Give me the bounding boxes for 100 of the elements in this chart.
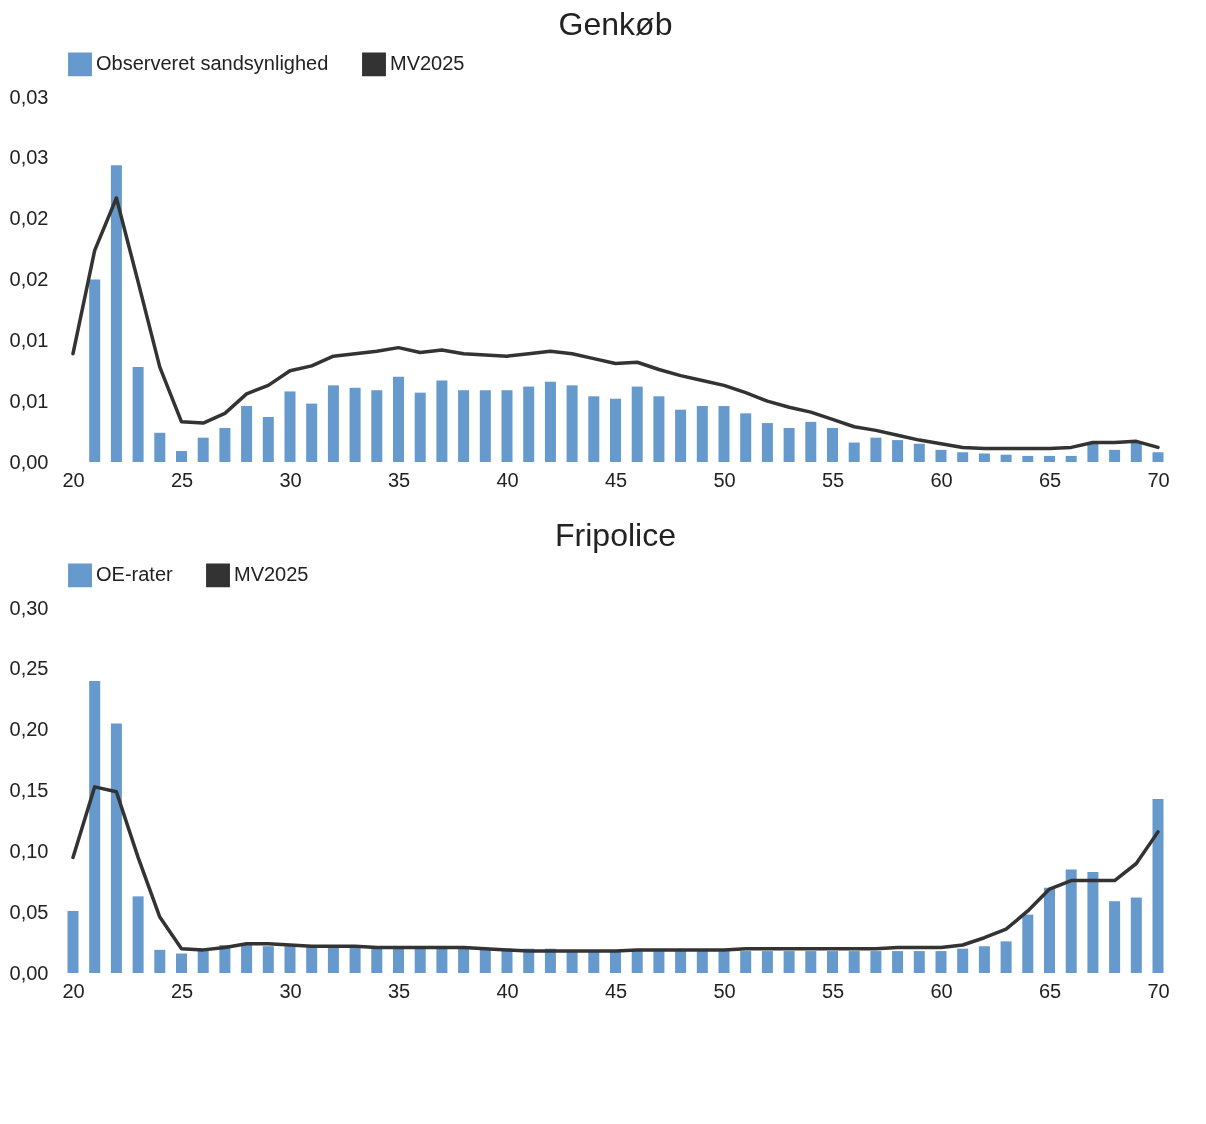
y-tick-label: 0,02 — [9, 268, 49, 290]
bar — [978, 453, 990, 462]
bar — [610, 951, 621, 973]
bar — [284, 946, 296, 973]
bar — [1152, 799, 1164, 973]
bar — [67, 910, 79, 973]
bar — [197, 949, 209, 973]
bar — [827, 427, 838, 462]
bar — [957, 452, 969, 462]
bar — [1022, 914, 1034, 973]
y-tick-label: 0,01 — [9, 389, 49, 412]
bar — [935, 449, 947, 462]
x-tick-label: 60 — [930, 979, 953, 1002]
line-series — [71, 196, 1160, 451]
bar — [1044, 887, 1055, 973]
bar — [566, 385, 578, 462]
bar — [176, 451, 187, 462]
bar — [696, 951, 708, 973]
x-tick-label: 25 — [170, 979, 194, 1002]
bar — [89, 681, 101, 973]
bar — [371, 390, 383, 462]
bar — [110, 723, 122, 973]
bar — [306, 946, 318, 973]
y-tick-label: 0,05 — [9, 900, 49, 923]
bar — [1065, 869, 1077, 973]
bar — [892, 951, 904, 973]
bar — [740, 413, 752, 462]
bar — [262, 416, 274, 462]
bar — [870, 951, 882, 973]
bar — [1000, 941, 1012, 973]
bar — [740, 951, 752, 973]
y-tick-label: 0,02 — [9, 207, 49, 230]
x-tick-label: 70 — [1147, 979, 1170, 1002]
x-tick-label: 30 — [279, 468, 302, 491]
bar — [1087, 872, 1099, 973]
y-tick-label: 0,03 — [9, 85, 49, 108]
legend-label: MV2025 — [234, 563, 309, 586]
x-tick-label: 65 — [1038, 468, 1062, 491]
bar — [327, 385, 339, 462]
bar — [783, 427, 795, 462]
bar — [631, 386, 643, 462]
bar — [870, 437, 882, 462]
x-tick-label: 55 — [821, 468, 845, 491]
bar — [458, 948, 470, 973]
y-tick-label: 0,01 — [9, 328, 49, 351]
y-tick-label: 0,20 — [9, 718, 49, 741]
bar — [1130, 897, 1142, 973]
bar — [1130, 442, 1142, 462]
x-tick-label: 50 — [713, 468, 736, 491]
x-tick-label: 25 — [170, 468, 194, 491]
bar — [827, 951, 838, 973]
bar — [848, 442, 860, 462]
x-tick-label: 20 — [62, 979, 85, 1002]
bar — [132, 896, 144, 973]
line-series — [71, 785, 1160, 953]
bar — [783, 951, 795, 973]
bar — [935, 951, 947, 973]
y-tick-label: 0,30 — [9, 596, 49, 619]
bar — [696, 406, 708, 462]
bar — [718, 406, 730, 462]
y-tick-label: 0,03 — [9, 146, 49, 169]
bar — [805, 421, 817, 462]
bar — [566, 951, 578, 973]
bar — [957, 948, 969, 973]
legend-label: Observeret sandsynlighed — [96, 52, 329, 75]
x-tick-label: 70 — [1147, 468, 1170, 491]
bar — [154, 949, 166, 973]
y-tick-label: 0,00 — [9, 450, 49, 473]
x-tick-label: 40 — [496, 979, 519, 1002]
bar — [241, 406, 253, 462]
bar — [1109, 449, 1121, 462]
bar — [1109, 901, 1121, 973]
bar — [132, 367, 144, 462]
x-tick-label: 45 — [604, 979, 628, 1002]
bar — [610, 398, 621, 462]
bar — [913, 443, 925, 462]
x-tick-label: 55 — [821, 979, 845, 1002]
bar — [89, 279, 101, 462]
bar — [761, 423, 773, 462]
bar — [718, 951, 730, 973]
bar — [1065, 455, 1077, 462]
x-tick-label: 50 — [713, 979, 736, 1002]
bar — [414, 392, 426, 462]
bar — [436, 380, 448, 462]
bar — [414, 948, 426, 973]
bar — [501, 390, 513, 462]
bar — [262, 946, 274, 973]
y-tick-label: 0,15 — [9, 779, 49, 801]
bar — [197, 437, 209, 462]
bar — [349, 946, 361, 973]
bar — [1000, 454, 1012, 462]
bar — [1152, 452, 1164, 462]
bar — [761, 951, 773, 973]
x-tick-label: 30 — [279, 979, 302, 1002]
bar — [913, 951, 925, 973]
bar — [219, 427, 231, 462]
bar — [588, 396, 600, 462]
bar — [653, 396, 665, 462]
bar — [978, 946, 990, 973]
bar — [675, 951, 687, 973]
